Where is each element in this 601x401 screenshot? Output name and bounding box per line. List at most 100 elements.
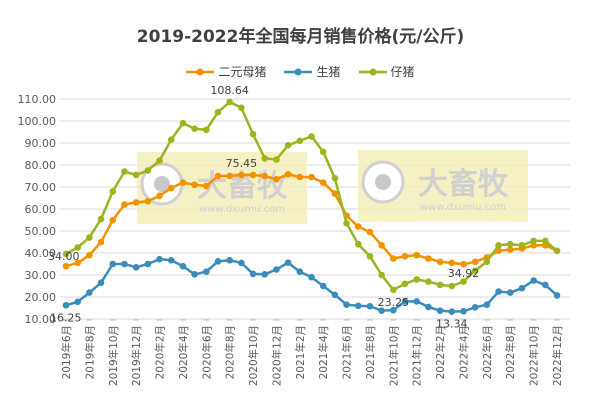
data-point (343, 301, 350, 309)
legend-marker-icon (284, 68, 313, 75)
data-point (319, 148, 327, 156)
data-point (284, 259, 292, 266)
data-point (226, 256, 233, 264)
data-point (249, 270, 257, 278)
data-point (483, 301, 491, 309)
data-point (214, 172, 222, 180)
data-point (238, 104, 245, 112)
data-point (296, 173, 304, 181)
data-point (226, 98, 233, 106)
data-label: 75.45 (226, 157, 258, 170)
data-point (261, 155, 269, 162)
x-tick-label: 2019年10月 (107, 325, 120, 386)
data-point (354, 223, 362, 230)
data-point (495, 242, 502, 249)
legend-item: 生猪 (284, 63, 341, 80)
data-label: 108.64 (210, 84, 249, 97)
data-point (284, 170, 292, 178)
x-tick-label: 2019年12月 (130, 325, 143, 386)
data-point (121, 260, 128, 268)
data-point (366, 252, 374, 260)
data-point (506, 240, 514, 248)
x-tick-label: 2022年8月 (504, 325, 517, 379)
y-tick-label: 90.00 (25, 137, 57, 150)
x-tick-label: 2020年2月 (154, 325, 167, 379)
data-point (74, 298, 81, 306)
data-point (518, 242, 526, 249)
data-point (238, 259, 245, 267)
data-point (273, 176, 280, 183)
y-tick-label: 40.00 (25, 247, 57, 260)
chart-title: 2019-2022年全国每月销售价格(元/公斤) (136, 27, 465, 47)
data-point (471, 267, 479, 274)
data-point (191, 125, 198, 132)
data-point (86, 289, 93, 296)
data-point (179, 179, 187, 186)
legend-item: 二元母猪 (186, 63, 266, 80)
data-point (97, 238, 105, 246)
data-point (191, 271, 198, 278)
data-point (506, 289, 514, 296)
data-point (202, 126, 210, 134)
x-tick-label: 2021年6月 (341, 325, 354, 379)
x-tick-label: 2020年12月 (270, 325, 283, 386)
watermark-logo-eye (375, 174, 391, 190)
data-label: 13.34 (436, 318, 468, 331)
data-point (109, 188, 117, 195)
x-tick-label: 2021年10月 (387, 325, 400, 386)
x-tick-label: 2022年12月 (551, 325, 564, 386)
data-point (390, 306, 397, 314)
data-point (62, 262, 70, 270)
y-tick-label: 50.00 (25, 225, 57, 238)
data-point (74, 244, 81, 251)
data-point (167, 256, 175, 264)
y-tick-label: 60.00 (25, 203, 57, 216)
x-tick-label: 2021年12月 (411, 325, 424, 386)
data-point (191, 181, 198, 189)
data-point (448, 259, 456, 267)
data-point (436, 258, 444, 266)
data-point (425, 303, 432, 311)
data-point (296, 268, 304, 276)
data-point (436, 307, 444, 314)
data-point (86, 234, 93, 241)
data-point (296, 137, 304, 145)
data-point (460, 278, 467, 285)
legend: 二元母猪 生猪 仔猪 (0, 63, 601, 80)
data-label: 34.00 (48, 250, 80, 263)
legend-item: 仔猪 (358, 63, 415, 80)
data-point (121, 168, 128, 175)
x-tick-label: 2021年8月 (364, 325, 377, 379)
x-tick-label: 2020年6月 (200, 325, 213, 379)
data-point (144, 260, 152, 268)
data-point (273, 266, 280, 273)
data-point (378, 271, 385, 279)
data-point (530, 277, 537, 284)
data-point (249, 171, 257, 179)
data-point (495, 288, 502, 295)
data-point (390, 255, 397, 262)
data-point (226, 172, 233, 180)
data-point (144, 167, 152, 174)
data-point (354, 240, 362, 248)
x-tick-label: 2022年2月 (434, 325, 447, 379)
x-tick-label: 2021年2月 (294, 325, 307, 379)
data-point (413, 276, 421, 283)
data-point (249, 130, 257, 138)
data-point (284, 141, 292, 149)
data-point (413, 298, 421, 305)
data-point (132, 199, 140, 206)
data-point (413, 251, 421, 259)
data-point (460, 260, 467, 268)
y-tick-label: 110.00 (18, 93, 57, 106)
data-point (343, 220, 350, 227)
data-point (156, 192, 163, 200)
data-point (97, 279, 105, 287)
watermark-url: www.dxumu.com (420, 202, 506, 213)
data-point (319, 179, 327, 186)
x-tick-label: 2022年4月 (457, 325, 470, 379)
